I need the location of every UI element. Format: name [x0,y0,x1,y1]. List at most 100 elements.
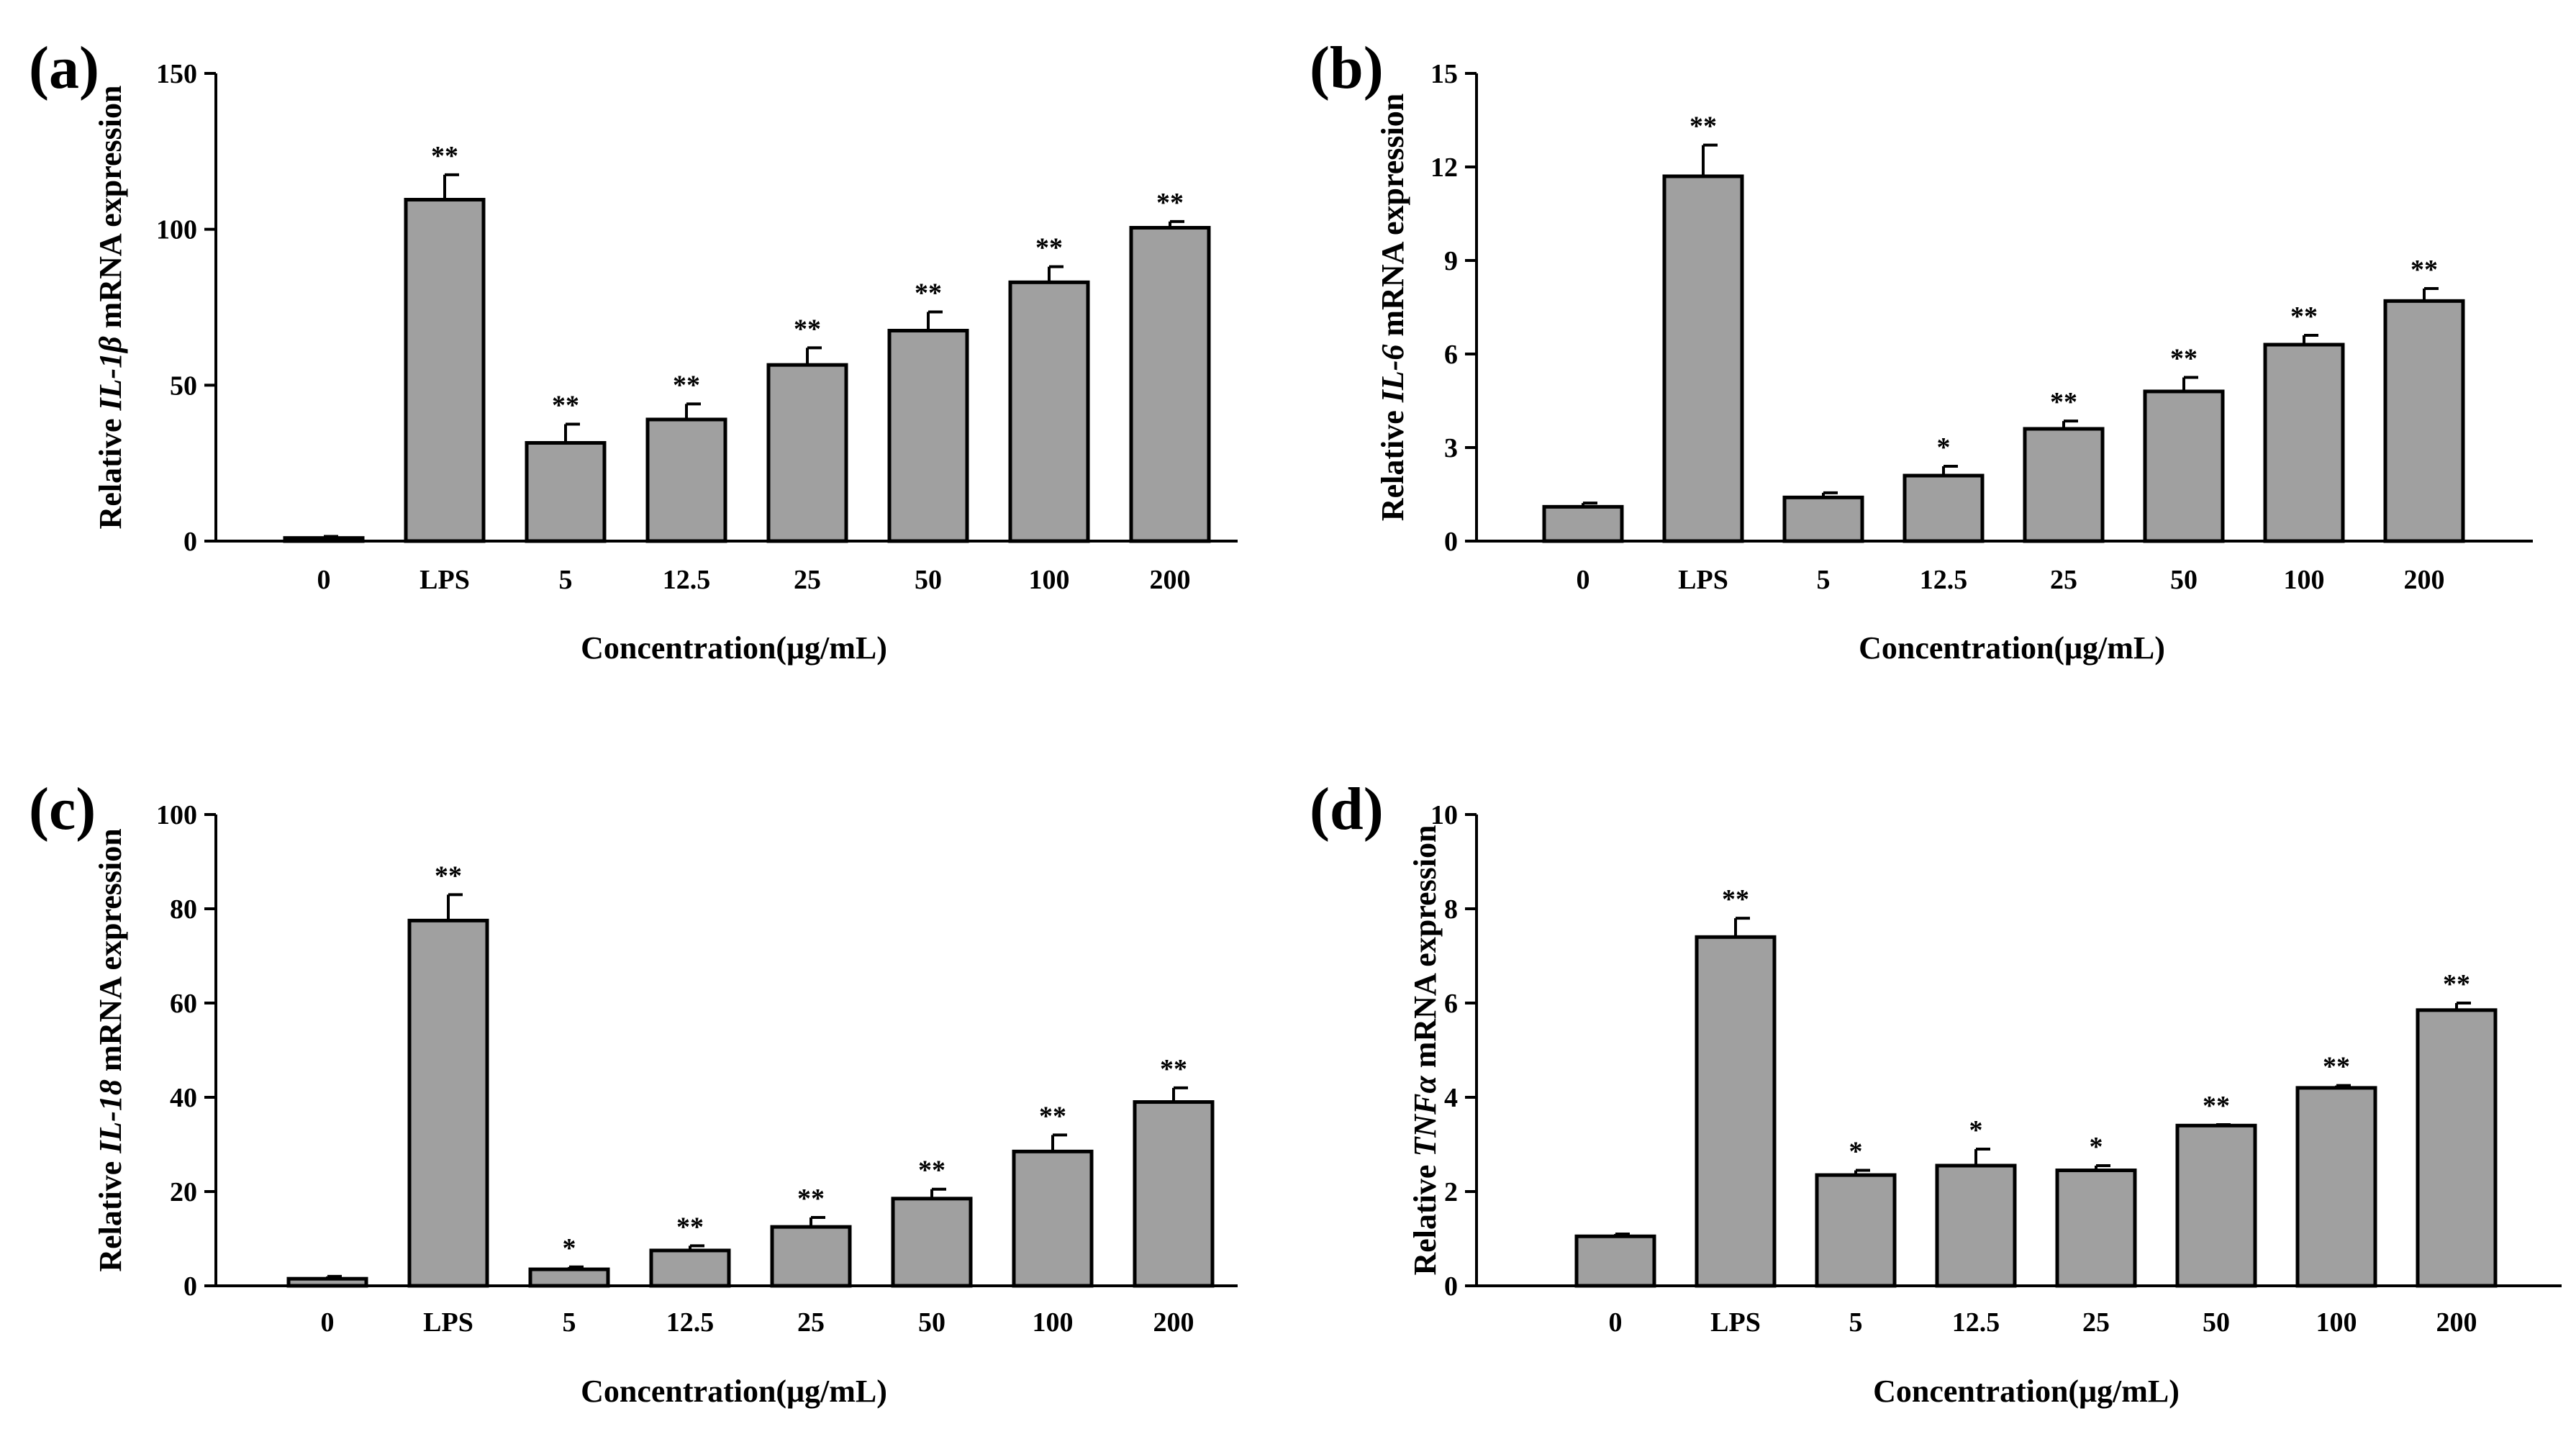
y-axis-title-suffix: mRNA expression [1375,94,1410,345]
bar [2416,1008,2498,1288]
bar [2175,1123,2257,1288]
panel-label: (d) [1310,776,1384,843]
bar [1129,226,1211,543]
significance-marker: ** [2323,1052,2350,1082]
x-tick-label: 12.5 [666,1307,715,1338]
x-tick-label: 5 [559,565,573,595]
y-axis-title: Relative IL-18 mRNA expression [93,828,128,1271]
bar [528,1267,610,1288]
significance-marker: ** [2290,301,2318,332]
y-axis-title-prefix: Relative [93,411,128,530]
significance-marker: ** [676,1212,704,1242]
x-tick-label: 5 [563,1307,576,1338]
x-tick-label: 0 [317,565,331,595]
bar [283,536,365,543]
bar [770,1225,852,1288]
bar [649,1248,731,1288]
chart-panel-1: (a) 0 50 100 150 0 ** LPS ** 5 ** 12.5 ** 25 ** 50 ** 100… [29,35,1238,666]
x-tick-label: 0 [1577,565,1590,595]
bar [1695,935,1777,1288]
x-tick-label: 100 [2316,1307,2357,1338]
y-axis-title-gene: IL-1β [93,336,128,412]
x-tick-label: 5 [1817,565,1831,595]
significance-marker: ** [673,370,700,400]
bar [525,441,607,543]
y-tick-label: 10 [1430,800,1458,830]
y-axis-title-gene: IL-6 [1375,345,1410,404]
bar [1902,473,1985,543]
x-tick-label: 200 [2404,565,2445,595]
y-tick-label: 0 [1444,1271,1458,1302]
x-tick-label: 5 [1849,1307,1863,1338]
bar [1782,495,1864,543]
x-tick-label: LPS [423,1307,473,1338]
x-tick-label: 200 [1150,565,1191,595]
bar [1935,1163,2017,1288]
bar [887,329,969,543]
y-tick-label: 20 [170,1177,197,1207]
bar [2023,427,2105,543]
significance-marker: ** [1156,188,1184,218]
significance-marker: ** [2170,344,2198,374]
x-tick-label: 0 [1609,1307,1623,1338]
significance-marker: ** [1039,1101,1066,1131]
y-tick-label: 0 [183,1271,197,1302]
bar [766,363,848,543]
y-axis-title: Relative TNFα mRNA expression [1407,825,1443,1275]
x-tick-label: 12.5 [1952,1307,2000,1338]
x-tick-label: 12.5 [1920,565,1968,595]
y-tick-label: 8 [1444,894,1458,925]
y-axis-title-prefix: Relative [1407,1157,1443,1276]
bar [2295,1086,2377,1288]
significance-marker: ** [2443,969,2470,999]
x-tick-label: 0 [321,1307,335,1338]
x-axis-title: Concentration(μg/mL) [581,1374,887,1409]
y-tick-label: 100 [156,800,197,830]
x-axis-title: Concentration(μg/mL) [581,630,887,666]
x-tick-label: 50 [2170,565,2198,595]
x-tick-label: 200 [1153,1307,1194,1338]
y-axis-title-suffix: mRNA expression [1407,825,1443,1076]
y-tick-label: 15 [1430,59,1458,89]
significance-marker: ** [1035,233,1063,263]
significance-marker: ** [2050,387,2077,417]
y-axis-title-prefix: Relative [1375,402,1410,521]
significance-marker: ** [915,278,942,309]
bar [407,918,489,1288]
chart-panel-3: (c) 0 20 40 60 80 100 0 ** LPS * 5 ** 12.5 ** 25 ** 50 ** 1… [29,776,1238,1409]
x-tick-label: 50 [918,1307,945,1338]
y-tick-label: 0 [183,527,197,557]
significance-marker: ** [2411,255,2438,285]
x-tick-label: 25 [2050,565,2077,595]
x-tick-label: LPS [419,565,470,595]
bar [1012,1149,1094,1288]
x-tick-label: 50 [2203,1307,2230,1338]
y-axis-title-gene: IL-18 [93,1079,128,1154]
significance-marker: * [1937,432,1951,463]
bar [645,417,727,543]
significance-marker: ** [797,1184,825,1214]
significance-marker: ** [1160,1054,1187,1084]
y-tick-label: 40 [170,1083,197,1113]
panel-label: (c) [29,776,96,843]
significance-marker: ** [431,141,458,171]
y-tick-label: 150 [156,59,197,89]
y-axis-title-prefix: Relative [93,1153,128,1272]
bar [286,1276,368,1288]
y-axis-title-suffix: mRNA expression [93,828,128,1079]
y-axis-title-suffix: mRNA expression [93,86,128,337]
y-tick-label: 60 [170,989,197,1019]
chart-panel-2: (b) 0 3 6 9 12 15 0 ** LPS 5 * 12.5 ** 25 ** 50 ** 100 ** 20… [1310,35,2533,666]
chart-panel-4: (d)02468100**LPS*5*12.5*25**50**100**200… [1310,776,2562,1409]
y-tick-label: 50 [170,371,197,401]
significance-marker: * [563,1233,576,1264]
panel-label: (b) [1310,35,1384,101]
y-tick-label: 6 [1444,989,1458,1019]
bar [2055,1169,2137,1288]
x-tick-label: LPS [1710,1307,1761,1338]
bar [1133,1100,1215,1288]
y-tick-label: 2 [1444,1177,1458,1207]
significance-marker: * [1969,1115,1983,1146]
panel-label: (a) [29,35,99,101]
